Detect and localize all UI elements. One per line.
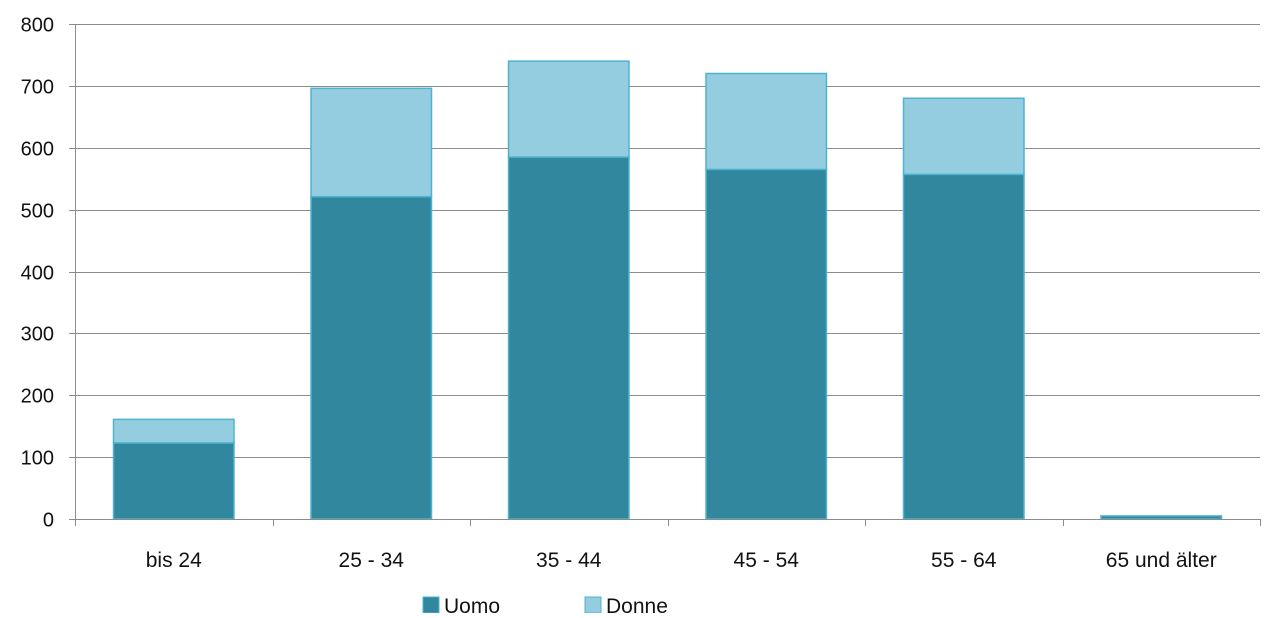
- y-tick-label: 0: [43, 510, 54, 532]
- y-axis-tick-labels: 0 100 200 300 400 500 600 700 800: [21, 15, 54, 532]
- legend-swatch-uomo: [422, 596, 440, 614]
- y-tick-label: 200: [21, 386, 54, 408]
- x-axis-tick-labels: bis 24 25 - 34 35 - 44 45 - 54 55 - 64 65 und…: [146, 549, 1217, 572]
- bar-uomo-5: [1100, 515, 1223, 520]
- x-tick-label: 35 - 44: [536, 549, 602, 572]
- x-tick-label: bis 24: [146, 549, 202, 572]
- bar-uomo-4: [902, 173, 1025, 520]
- y-tick-label: 400: [21, 263, 54, 285]
- y-tick-label: 100: [21, 448, 54, 470]
- bar-uomo-2: [507, 156, 630, 520]
- bar-donne-4: [902, 97, 1025, 176]
- legend-label-donne: Donne: [606, 595, 668, 613]
- legend: Uomo Donne: [422, 595, 668, 618]
- y-tick-label: 500: [21, 201, 54, 223]
- gridlines: [75, 24, 1260, 458]
- bar-uomo-3: [705, 168, 828, 520]
- y-tick-label: 700: [21, 77, 54, 99]
- y-tick-label: 300: [21, 324, 54, 346]
- bar-donne-3: [705, 72, 828, 171]
- bar-uomo-0: [112, 442, 235, 520]
- y-tick-label: 800: [21, 15, 54, 37]
- bar-donne-1: [310, 87, 433, 198]
- axes: [69, 24, 1261, 526]
- legend-swatch-donne: [584, 596, 602, 614]
- y-tick-label: 600: [21, 139, 54, 161]
- x-tick-label: 25 - 34: [339, 549, 405, 572]
- bars: [112, 60, 1223, 520]
- bar-uomo-1: [310, 195, 433, 520]
- x-tick-label: 55 - 64: [931, 549, 997, 572]
- x-tick-label: 65 und älter: [1106, 549, 1217, 572]
- bar-donne-0: [112, 418, 235, 444]
- bar-donne-2: [507, 60, 630, 158]
- x-tick-label: 45 - 54: [734, 549, 800, 572]
- legend-label-uomo: Uomo: [444, 595, 500, 613]
